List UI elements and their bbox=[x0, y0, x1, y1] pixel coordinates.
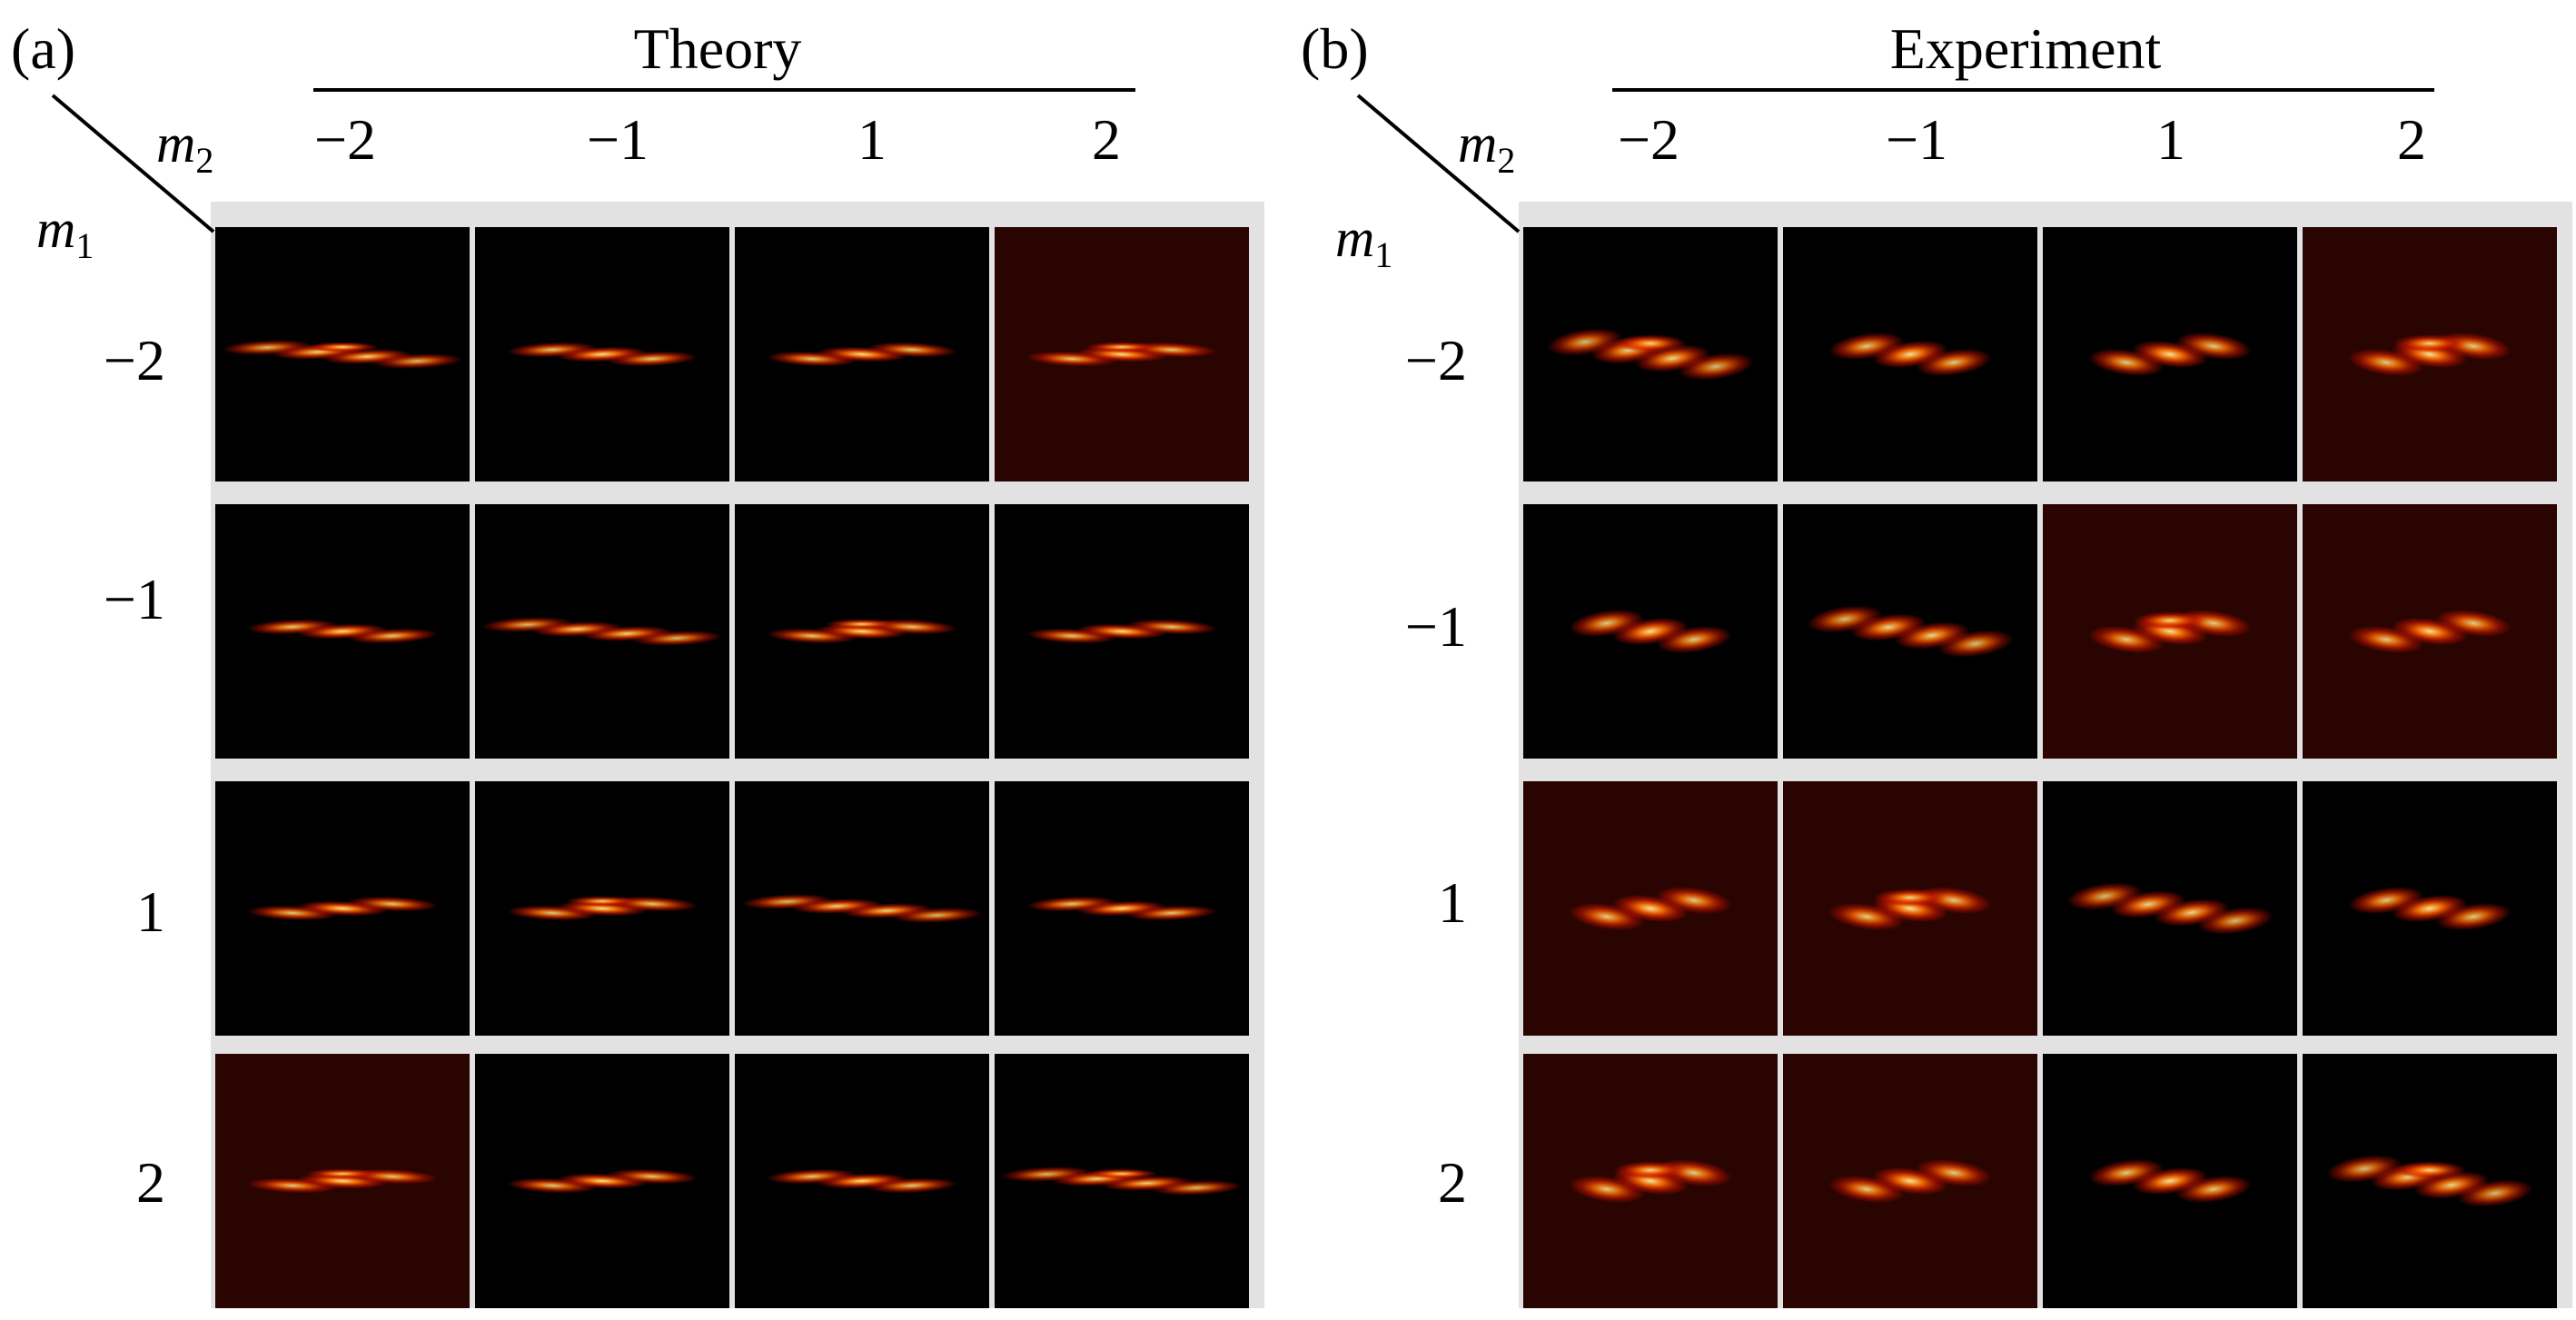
panel-b-cell-r3-c3 bbox=[2043, 781, 2297, 1036]
panel-b-cell-r1-c2 bbox=[1783, 227, 2037, 481]
panel-b-cell-r1-c4-pattern bbox=[2348, 332, 2512, 377]
panel-b-cell-r4-c2-pattern bbox=[1828, 1158, 1992, 1204]
panel-b-row-tick-4: 2 bbox=[1438, 1150, 1467, 1215]
panel-a-cell-r1-c3 bbox=[735, 227, 989, 481]
panel-a-cell-r4-c2 bbox=[475, 1054, 729, 1308]
panel-b-cell-r4-c2 bbox=[1783, 1054, 2037, 1308]
panel-a-cell-r3-c3 bbox=[735, 781, 989, 1036]
panel-a-row-tick-4: 2 bbox=[136, 1150, 165, 1215]
panel-a-cell-r3-c3-pattern bbox=[741, 894, 983, 923]
panel-a-cell-r4-c1-pattern bbox=[247, 1168, 438, 1194]
panel-a-cell-r2-c2 bbox=[475, 504, 729, 759]
panel-b-cell-r2-c3-pattern bbox=[2088, 609, 2252, 654]
panel-a-cell-r4-c3 bbox=[735, 1054, 989, 1308]
panel-a-cell-r1-c2-pattern bbox=[507, 342, 698, 367]
panel-b-cell-r3-c1-pattern bbox=[1569, 886, 1732, 931]
panel-a-cell-r3-c4-pattern bbox=[1026, 896, 1217, 921]
panel-b-cell-r3-c2 bbox=[1783, 781, 2037, 1036]
panel-b-cell-r3-c2-pattern bbox=[1828, 886, 1992, 931]
panel-b-title: Experiment bbox=[1889, 16, 2162, 81]
panel-a-label: (a) bbox=[11, 16, 76, 81]
panel-a-cell-r4-c3-pattern bbox=[767, 1168, 957, 1194]
panel-b-col-tick-1: −2 bbox=[1617, 107, 1680, 172]
panel-b-col-tick-3: 1 bbox=[2156, 107, 2185, 172]
panel-b-title-rule bbox=[1612, 88, 2434, 92]
panel-a-row-axis-var: m bbox=[36, 199, 76, 259]
panel-b-col-axis-label: m2 bbox=[1458, 116, 1515, 179]
panel-a-title-rule bbox=[313, 88, 1135, 92]
panel-a-col-axis-label: m2 bbox=[156, 116, 213, 179]
panel-a-row-tick-1: −2 bbox=[103, 328, 165, 392]
panel-a-cell-r1-c1-pattern bbox=[222, 340, 463, 369]
panel-b-cell-r1-c1 bbox=[1523, 227, 1778, 481]
panel-a-cell-r1-c4 bbox=[995, 227, 1249, 481]
panel-b-cell-r1-c2-pattern bbox=[1828, 332, 1992, 377]
panel-b-cell-r1-c1-pattern bbox=[1547, 328, 1754, 381]
panel-b-row-tick-1: −2 bbox=[1404, 328, 1467, 392]
panel-a-cell-r1-c1 bbox=[215, 227, 470, 481]
panel-b-cell-r2-c1-pattern bbox=[1569, 609, 1732, 654]
panel-b-row-axis-label: m1 bbox=[1335, 211, 1392, 273]
panel-a-row-axis-label: m1 bbox=[36, 202, 94, 264]
panel-b-cell-r2-c3 bbox=[2043, 504, 2297, 759]
panel-b-cell-r4-c3-pattern bbox=[2088, 1158, 2252, 1204]
panel-b-cell-r1-c4 bbox=[2303, 227, 2557, 481]
panel-b-cell-r2-c2 bbox=[1783, 504, 2037, 759]
panel-a-col-axis-sub: 2 bbox=[195, 140, 214, 181]
panel-b-cell-r4-c3 bbox=[2043, 1054, 2297, 1308]
panel-a-cell-r3-c1 bbox=[215, 781, 470, 1036]
panel-a-col-tick-3: 1 bbox=[857, 107, 887, 172]
panel-b-cell-r2-c1 bbox=[1523, 504, 1778, 759]
panel-a-cell-r3-c1-pattern bbox=[247, 896, 438, 921]
panel-b-cell-r2-c2-pattern bbox=[1807, 605, 2014, 658]
panel-b-cell-r4-c4-pattern bbox=[2326, 1155, 2533, 1207]
panel-a-row-tick-2: −1 bbox=[103, 567, 165, 631]
panel-b-cell-r3-c1 bbox=[1523, 781, 1778, 1036]
panel-a-cell-r2-c3-pattern bbox=[767, 619, 957, 644]
panel-a-cell-r2-c4-pattern bbox=[1026, 619, 1217, 644]
panel-b-cell-r3-c3-pattern bbox=[2066, 882, 2274, 935]
panel-a-cell-r1-c3-pattern bbox=[767, 342, 957, 367]
panel-b-label: (b) bbox=[1301, 16, 1369, 81]
panel-a-cell-r2-c1 bbox=[215, 504, 470, 759]
panel-b-cell-r1-c3 bbox=[2043, 227, 2297, 481]
panel-a-col-tick-4: 2 bbox=[1092, 107, 1121, 172]
panel-a-row-axis-sub: 1 bbox=[75, 225, 94, 266]
panel-b-row-tick-2: −1 bbox=[1404, 594, 1467, 659]
panel-a-cell-r4-c4 bbox=[995, 1054, 1249, 1308]
panel-b-col-tick-4: 2 bbox=[2397, 107, 2426, 172]
panel-b-cell-r2-c4-pattern bbox=[2348, 609, 2512, 654]
panel-b-row-axis-var: m bbox=[1335, 208, 1375, 268]
panel-a-cell-r1-c4-pattern bbox=[1026, 342, 1217, 367]
panel-a-cell-r3-c4 bbox=[995, 781, 1249, 1036]
panel-a-cell-r4-c2-pattern bbox=[507, 1168, 698, 1194]
panel-b-row-tick-3: 1 bbox=[1438, 870, 1467, 935]
panel-a-col-tick-2: −1 bbox=[586, 107, 649, 172]
panel-b-cell-r3-c4 bbox=[2303, 781, 2557, 1036]
panel-b-cell-r4-c1-pattern bbox=[1569, 1158, 1732, 1204]
panel-a-cell-r3-c2 bbox=[475, 781, 729, 1036]
panel-a-title: Theory bbox=[633, 16, 802, 81]
panel-b-col-axis-sub: 2 bbox=[1497, 140, 1516, 181]
panel-a-row-tick-3: 1 bbox=[136, 879, 165, 944]
panel-b-row-axis-sub: 1 bbox=[1374, 234, 1393, 275]
panel-a-cell-r4-c4-pattern bbox=[1001, 1166, 1243, 1196]
panel-a-cell-r2-c2-pattern bbox=[481, 617, 723, 646]
panel-a-col-axis-var: m bbox=[156, 114, 196, 174]
panel-b-cell-r3-c4-pattern bbox=[2348, 886, 2512, 931]
panel-a-col-tick-1: −2 bbox=[313, 107, 377, 172]
panel-a-cell-r2-c3 bbox=[735, 504, 989, 759]
panel-b-col-tick-2: −1 bbox=[1885, 107, 1948, 172]
panel-b-cell-r4-c4 bbox=[2303, 1054, 2557, 1308]
panel-a-cell-r3-c2-pattern bbox=[507, 896, 698, 921]
panel-b-cell-r1-c3-pattern bbox=[2088, 332, 2252, 377]
panel-b-cell-r2-c4 bbox=[2303, 504, 2557, 759]
panel-a-cell-r4-c1 bbox=[215, 1054, 470, 1308]
panel-a-cell-r2-c1-pattern bbox=[247, 619, 438, 644]
panel-b-col-axis-var: m bbox=[1458, 114, 1498, 174]
panel-a-cell-r2-c4 bbox=[995, 504, 1249, 759]
panel-a-cell-r1-c2 bbox=[475, 227, 729, 481]
panel-b-cell-r4-c1 bbox=[1523, 1054, 1778, 1308]
